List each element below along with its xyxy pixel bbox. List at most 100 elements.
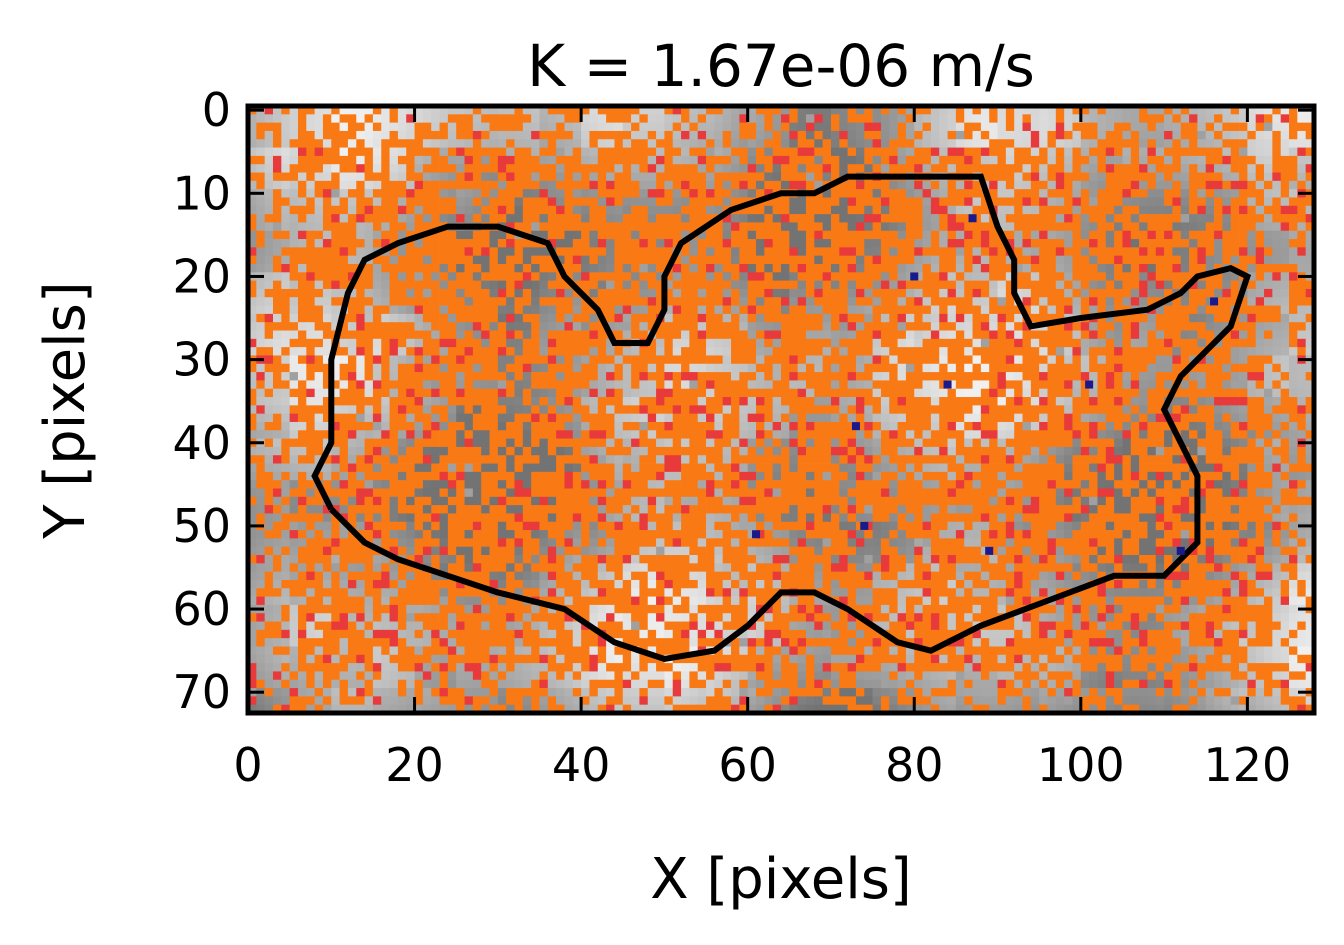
orange-overlay-cell	[1122, 280, 1132, 290]
orange-overlay-cell	[1022, 413, 1032, 423]
orange-overlay-cell	[372, 205, 382, 215]
orange-overlay-cell	[797, 155, 807, 165]
heatmap-cell	[656, 147, 665, 157]
heatmap-cell	[839, 205, 848, 215]
orange-overlay-cell	[589, 164, 599, 173]
orange-overlay-cell	[731, 421, 740, 431]
heatmap-cell	[1089, 164, 1098, 173]
orange-overlay-cell	[322, 222, 332, 232]
red-overlay-cell	[397, 205, 407, 215]
orange-overlay-cell	[422, 297, 432, 306]
heatmap-cell	[1105, 330, 1115, 340]
orange-overlay-cell	[880, 263, 890, 273]
orange-overlay-cell	[714, 255, 724, 265]
heatmap-cell	[456, 230, 465, 240]
orange-overlay-cell	[822, 380, 832, 390]
heatmap-cell	[731, 305, 740, 315]
orange-overlay-cell	[272, 322, 282, 331]
red-overlay-cell	[497, 388, 507, 398]
heatmap-cell	[1230, 172, 1240, 182]
orange-overlay-cell	[514, 155, 524, 165]
orange-overlay-cell	[422, 272, 432, 281]
heatmap-cell	[706, 205, 715, 215]
heatmap-cell	[947, 313, 957, 323]
orange-overlay-cell	[1014, 197, 1023, 207]
heatmap-cell	[1272, 388, 1282, 398]
orange-overlay-cell	[1172, 255, 1182, 265]
orange-overlay-cell	[880, 214, 890, 223]
heatmap-cell	[756, 313, 765, 323]
orange-overlay-cell	[1072, 222, 1082, 232]
orange-overlay-cell	[356, 288, 365, 298]
orange-overlay-cell	[389, 263, 399, 273]
heatmap-cell	[456, 205, 465, 215]
heatmap-cell	[622, 372, 632, 381]
red-overlay-cell	[1039, 230, 1048, 240]
red-overlay-cell	[955, 239, 965, 248]
orange-overlay-cell	[439, 380, 449, 390]
heatmap-cell	[1264, 172, 1273, 182]
orange-overlay-cell	[914, 405, 923, 415]
heatmap-cell	[1147, 189, 1157, 198]
orange-overlay-cell	[764, 338, 774, 348]
orange-overlay-cell	[964, 405, 973, 415]
orange-overlay-cell	[764, 305, 774, 315]
red-overlay-cell	[497, 155, 507, 165]
orange-overlay-cell	[805, 405, 815, 415]
orange-overlay-cell	[497, 330, 507, 340]
heatmap-cell	[1289, 230, 1298, 240]
orange-overlay-cell	[464, 263, 474, 273]
orange-overlay-cell	[997, 330, 1007, 340]
red-overlay-cell	[1197, 205, 1207, 215]
orange-overlay-cell	[980, 164, 990, 173]
orange-overlay-cell	[1189, 388, 1198, 398]
orange-overlay-cell	[322, 247, 332, 257]
heatmap-cell	[364, 247, 374, 257]
orange-overlay-cell	[1047, 280, 1057, 290]
orange-overlay-cell	[256, 347, 266, 356]
orange-overlay-cell	[631, 280, 640, 290]
orange-overlay-cell	[381, 214, 390, 223]
orange-overlay-cell	[1230, 322, 1240, 331]
orange-overlay-cell	[1214, 272, 1223, 281]
heatmap-cell	[556, 355, 565, 365]
orange-overlay-cell	[397, 372, 407, 381]
red-overlay-cell	[664, 239, 674, 248]
orange-overlay-cell	[547, 263, 557, 273]
orange-overlay-cell	[547, 297, 557, 306]
heatmap-cell	[614, 214, 624, 223]
orange-overlay-cell	[489, 405, 499, 415]
heatmap-cell	[1255, 330, 1265, 340]
orange-overlay-cell	[581, 222, 590, 232]
heatmap-cell	[739, 189, 749, 198]
orange-overlay-cell	[464, 338, 474, 348]
orange-overlay-cell	[647, 322, 657, 331]
red-overlay-cell	[1172, 355, 1182, 365]
orange-overlay-cell	[1147, 172, 1157, 182]
orange-overlay-cell	[1014, 222, 1023, 232]
orange-overlay-cell	[306, 405, 315, 415]
heatmap-cell	[447, 313, 457, 323]
orange-overlay-cell	[905, 239, 915, 248]
heatmap-cell	[1230, 372, 1240, 381]
orange-overlay-cell	[539, 397, 549, 406]
heatmap-cell	[897, 230, 907, 240]
orange-overlay-cell	[614, 388, 624, 398]
red-overlay-cell	[256, 405, 266, 415]
orange-overlay-cell	[689, 288, 699, 298]
orange-overlay-cell	[656, 355, 665, 365]
orange-overlay-cell	[664, 347, 674, 356]
orange-overlay-cell	[1130, 405, 1140, 415]
orange-overlay-cell	[339, 114, 349, 123]
red-overlay-cell	[331, 214, 340, 223]
heatmap-cell	[439, 139, 449, 148]
red-overlay-cell	[989, 330, 998, 340]
heatmap-cell	[1122, 372, 1132, 381]
orange-overlay-cell	[1047, 139, 1057, 148]
orange-overlay-cell	[1289, 338, 1298, 348]
orange-overlay-cell	[1255, 305, 1265, 315]
red-overlay-cell	[1055, 130, 1065, 140]
orange-overlay-cell	[1122, 347, 1132, 356]
orange-overlay-cell	[747, 355, 757, 365]
orange-overlay-cell	[389, 380, 399, 390]
